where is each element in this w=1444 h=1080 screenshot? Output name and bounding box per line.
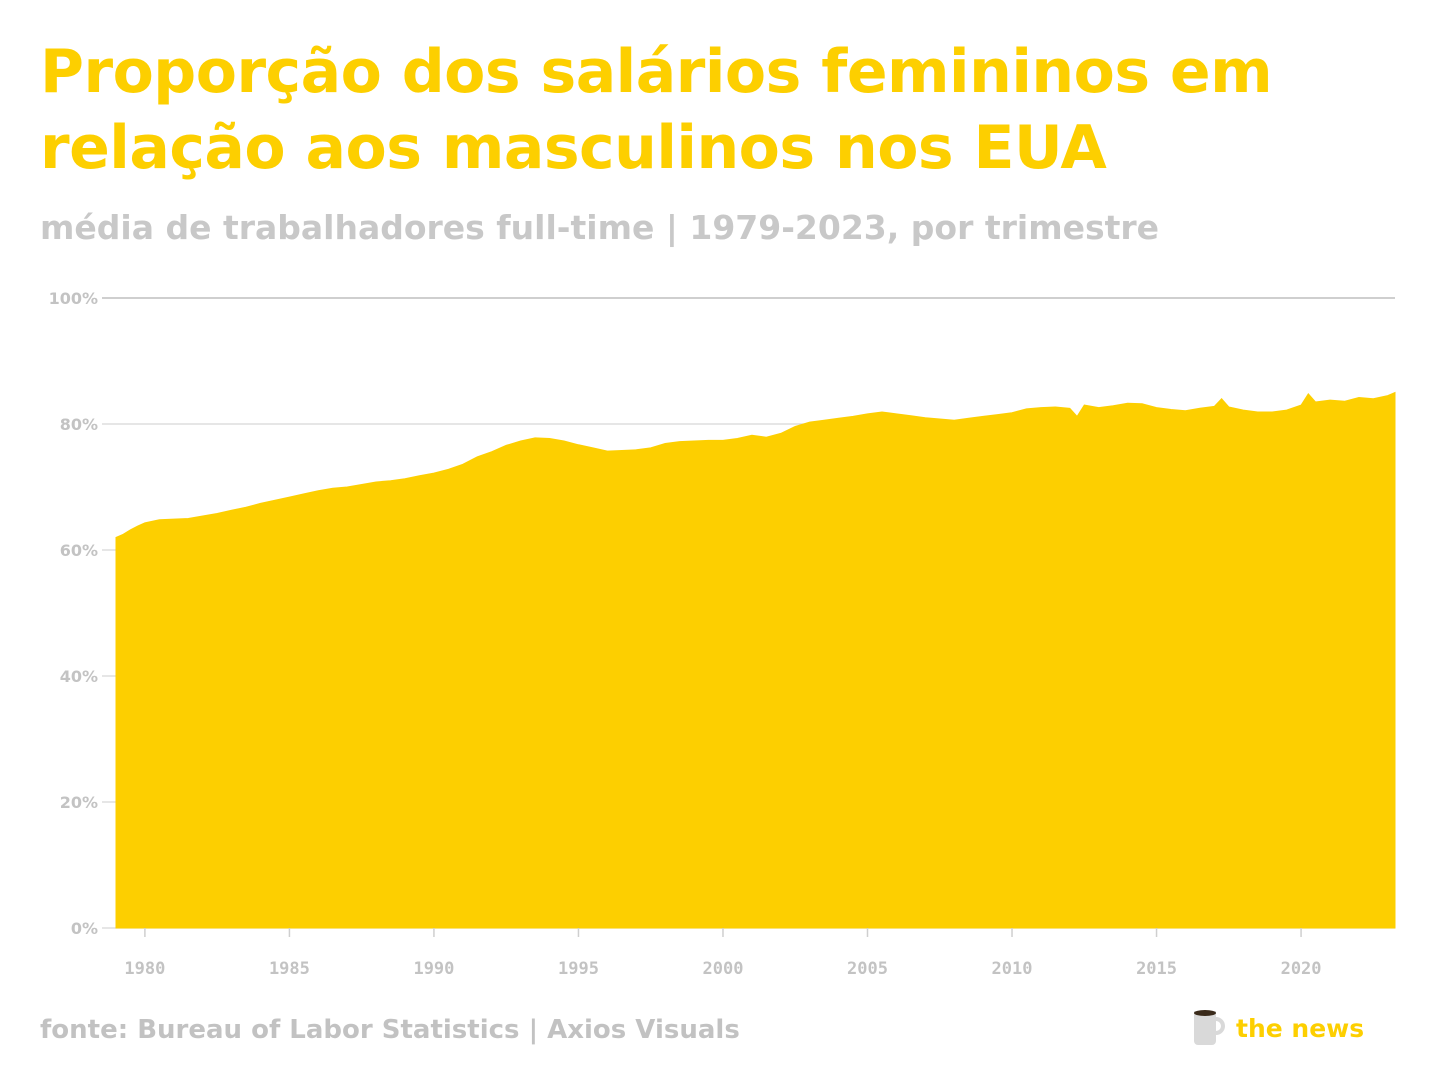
x-tick-label: 2020 (1281, 959, 1322, 979)
x-tick-label: 1995 (558, 959, 599, 979)
area-series (115, 391, 1396, 929)
y-tick-label: 100% (49, 289, 98, 308)
x-tick-label: 2005 (847, 959, 888, 979)
coffee-mug-icon (1194, 1010, 1225, 1045)
brand-logo: the news (1190, 1006, 1364, 1050)
chart-title: Proporção dos salários femininos em rela… (40, 37, 1273, 183)
y-tick-label: 40% (60, 667, 98, 686)
chart-subtitle: média de trabalhadores full-time | 1979-… (40, 208, 1160, 247)
y-tick-label: 0% (71, 919, 98, 938)
area-series-fill (115, 391, 1396, 929)
source-credit: fonte: Bureau of Labor Statistics | Axio… (40, 1015, 740, 1045)
x-tick-label: 2010 (992, 959, 1033, 979)
x-tick-label: 2000 (703, 959, 744, 979)
x-tick-label: 1980 (124, 959, 165, 979)
area-chart: 0% 20% 40% 60% 80% 100% 1980 1985 1990 1995 2000 2… (49, 289, 1396, 979)
x-tick-label: 2015 (1136, 959, 1177, 979)
y-tick-label: 20% (60, 793, 98, 812)
y-axis-ticks: 0% 20% 40% 60% 80% 100% (49, 289, 98, 938)
brand-name: the news (1236, 1013, 1365, 1043)
x-axis-ticks: 1980 1985 1990 1995 2000 2005 2010 2015 2020 (124, 928, 1322, 979)
y-tick-label: 60% (60, 541, 98, 560)
x-tick-label: 1985 (269, 959, 310, 979)
x-tick-label: 1990 (413, 959, 454, 979)
y-tick-label: 80% (60, 415, 98, 434)
